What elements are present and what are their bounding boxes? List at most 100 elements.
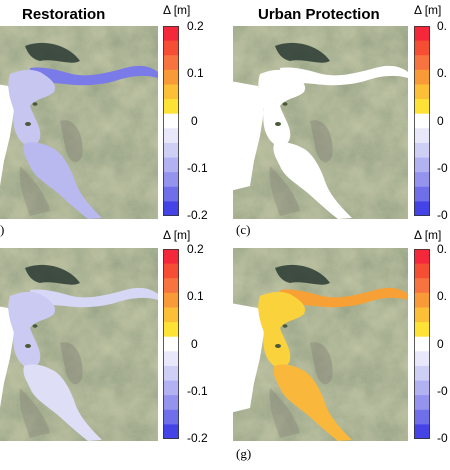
north-bay-water xyxy=(275,264,330,285)
ocean-mask xyxy=(0,84,14,186)
colorbar-segment xyxy=(414,99,430,115)
map-panel-top-right xyxy=(233,26,408,219)
urban-protection-title: Urban Protection xyxy=(258,6,380,23)
urban-area xyxy=(310,342,333,385)
island xyxy=(25,122,31,126)
colorbar-segment xyxy=(163,336,179,352)
colorbar-label: Δ [m] xyxy=(414,3,442,17)
south-bay xyxy=(273,364,352,441)
colorbar-segment xyxy=(163,40,179,56)
colorbar-segment xyxy=(163,99,179,115)
colorbar-segment xyxy=(163,307,179,323)
tick-label: 0.2 xyxy=(187,19,204,33)
colorbar-segment xyxy=(414,84,430,100)
colorbar-segment xyxy=(414,69,430,85)
tick-label: 0.1 xyxy=(187,289,204,303)
colorbar-segment xyxy=(414,307,430,323)
colorbar-label: Δ [m] xyxy=(163,3,191,17)
delta-channel xyxy=(280,287,408,308)
island xyxy=(282,324,288,328)
south-bay xyxy=(23,364,103,441)
delta-channel xyxy=(280,65,408,86)
colorbar-segment xyxy=(163,351,179,367)
colorbar-segment xyxy=(163,263,179,279)
urban-area xyxy=(269,166,300,216)
colorbar-label: Δ [m] xyxy=(163,228,191,242)
tick-label: 0 xyxy=(437,114,444,128)
map-panel-top-left xyxy=(0,26,158,219)
tick-label: 0 xyxy=(437,337,444,351)
central-bay xyxy=(8,291,56,368)
colorbar-segment xyxy=(163,26,179,42)
urban-area xyxy=(19,166,50,216)
restoration-title: Restoration xyxy=(22,6,106,23)
island xyxy=(32,102,38,106)
colorbar-segment xyxy=(414,186,430,202)
south-bay xyxy=(23,142,103,219)
tick-label: 0. xyxy=(437,242,448,256)
colorbar-segment xyxy=(414,263,430,279)
colorbar-segment xyxy=(163,84,179,100)
colorbar-segment xyxy=(163,278,179,294)
tick-label: -0 xyxy=(437,384,448,398)
tick-label: 0 xyxy=(191,114,198,128)
tick-label: -0.1 xyxy=(187,384,208,398)
colorbar-segment xyxy=(414,380,430,396)
colorbar-top-left xyxy=(163,26,179,217)
map-panel-bottom-right xyxy=(233,248,408,441)
colorbar-segment xyxy=(163,157,179,173)
colorbar-segment xyxy=(414,409,430,425)
colorbar-segment xyxy=(414,365,430,382)
north-bay-water xyxy=(25,264,80,285)
central-bay xyxy=(8,69,56,146)
urban-area xyxy=(19,388,50,438)
delta-channel xyxy=(30,287,158,308)
panel-letter: ) xyxy=(0,222,5,237)
colorbar-segment xyxy=(414,249,430,265)
colorbar-segment xyxy=(163,186,179,202)
ocean-mask xyxy=(0,306,14,408)
colorbar-segment xyxy=(414,424,430,440)
north-bay-water xyxy=(25,42,80,63)
tick-label: 0. xyxy=(437,289,448,303)
tick-label: -0 xyxy=(437,208,448,222)
colorbar-segment xyxy=(163,249,179,265)
colorbar-segment xyxy=(163,292,179,308)
colorbar-segment xyxy=(163,424,179,440)
colorbar-bottom-right xyxy=(414,249,430,440)
ocean-mask xyxy=(233,303,264,413)
colorbar-segment xyxy=(163,201,179,217)
panel-letter: (g) xyxy=(236,446,252,461)
south-bay xyxy=(273,142,352,219)
colorbar-segment xyxy=(414,172,430,188)
island xyxy=(275,122,281,126)
colorbar-segment xyxy=(414,40,430,56)
colorbar-bottom-left xyxy=(163,249,179,440)
colorbar-segment xyxy=(163,128,179,144)
colorbar-segment xyxy=(163,395,179,411)
central-bay xyxy=(258,291,306,368)
colorbar-segment xyxy=(163,365,179,382)
colorbar-segment xyxy=(414,113,430,129)
urban-area xyxy=(60,342,83,385)
colorbar-segment xyxy=(414,26,430,42)
colorbar-segment xyxy=(163,322,179,338)
urban-area xyxy=(60,120,83,163)
tick-label: -0 xyxy=(437,161,448,175)
colorbar-segment xyxy=(163,409,179,425)
colorbar-segment xyxy=(163,172,179,188)
colorbar-segment xyxy=(163,55,179,71)
map-panel-bottom-left xyxy=(0,248,158,441)
colorbar-segment xyxy=(414,128,430,144)
north-bay-water xyxy=(275,42,330,63)
urban-area xyxy=(269,388,300,438)
colorbar-label: Δ [m] xyxy=(414,228,442,242)
colorbar-segment xyxy=(163,113,179,129)
colorbar-segment xyxy=(414,336,430,352)
colorbar-segment xyxy=(414,292,430,308)
colorbar-segment xyxy=(414,55,430,71)
tick-label: -0 xyxy=(437,431,448,445)
panel-letter: (c) xyxy=(236,222,251,237)
tick-label: -0.2 xyxy=(187,431,208,445)
delta-channel xyxy=(30,65,158,86)
